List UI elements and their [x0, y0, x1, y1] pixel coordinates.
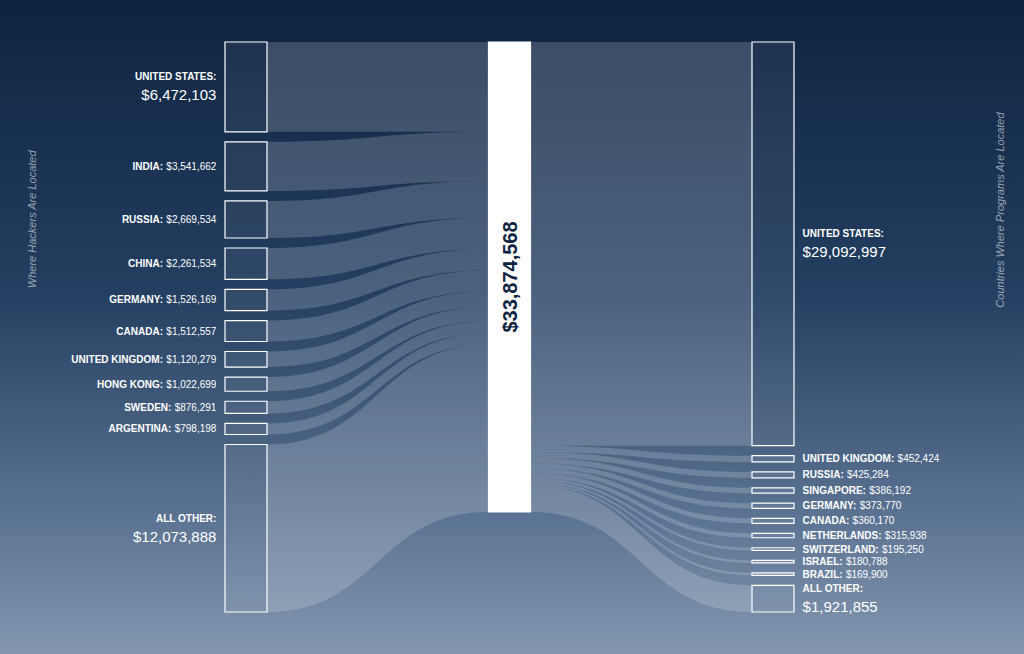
svg-text:$1,022,699: $1,022,699	[166, 379, 216, 390]
svg-text:GERMANY:: GERMANY:	[803, 500, 857, 511]
svg-text:HONG KONG:: HONG KONG:	[97, 379, 163, 390]
svg-text:$1,512,557: $1,512,557	[166, 326, 216, 337]
svg-text:$360,170: $360,170	[853, 515, 895, 526]
svg-text:$386,192: $386,192	[869, 485, 911, 496]
svg-text:$1,120,279: $1,120,279	[166, 354, 216, 365]
svg-text:UNITED KINGDOM:: UNITED KINGDOM:	[803, 453, 895, 464]
svg-text:ARGENTINA:: ARGENTINA:	[109, 423, 172, 434]
svg-text:$195,250: $195,250	[882, 544, 924, 555]
svg-text:SWITZERLAND:: SWITZERLAND:	[803, 544, 879, 555]
svg-text:CHINA:: CHINA:	[128, 258, 163, 269]
svg-text:NETHERLANDS:: NETHERLANDS:	[803, 530, 882, 541]
svg-text:Where Hackers Are Located: Where Hackers Are Located	[26, 150, 38, 289]
svg-text:RUSSIA:: RUSSIA:	[122, 214, 163, 225]
svg-text:$6,472,103: $6,472,103	[141, 86, 216, 103]
svg-text:$33,874,568: $33,874,568	[499, 221, 521, 332]
svg-text:BRAZIL:: BRAZIL:	[803, 569, 843, 580]
svg-text:GERMANY:: GERMANY:	[109, 294, 163, 305]
svg-text:$180,788: $180,788	[846, 556, 888, 567]
svg-text:$373,770: $373,770	[860, 500, 902, 511]
svg-text:UNITED KINGDOM:: UNITED KINGDOM:	[71, 354, 163, 365]
svg-text:INDIA:: INDIA:	[132, 161, 163, 172]
svg-text:Countries Where Programs Are L: Countries Where Programs Are Located	[994, 112, 1006, 308]
svg-text:$425,284: $425,284	[847, 469, 889, 480]
svg-text:RUSSIA:: RUSSIA:	[803, 469, 844, 480]
svg-text:$169,900: $169,900	[846, 569, 888, 580]
svg-text:SWEDEN:: SWEDEN:	[124, 402, 171, 413]
svg-text:$315,938: $315,938	[885, 530, 927, 541]
svg-text:$29,092,997: $29,092,997	[803, 243, 886, 260]
svg-text:SINGAPORE:: SINGAPORE:	[803, 485, 866, 496]
svg-text:UNITED STATES:: UNITED STATES:	[135, 71, 216, 82]
svg-text:ALL OTHER:: ALL OTHER:	[803, 583, 863, 594]
svg-text:$2,261,534: $2,261,534	[166, 258, 216, 269]
svg-text:$2,669,534: $2,669,534	[166, 214, 216, 225]
svg-text:$12,073,888: $12,073,888	[133, 528, 216, 545]
svg-text:$1,921,855: $1,921,855	[803, 598, 878, 615]
svg-text:UNITED STATES:: UNITED STATES:	[803, 228, 884, 239]
svg-text:$3,541,662: $3,541,662	[166, 161, 216, 172]
svg-text:ISRAEL:: ISRAEL:	[803, 556, 843, 567]
svg-text:$798,198: $798,198	[175, 423, 217, 434]
svg-text:CANADA:: CANADA:	[803, 515, 850, 526]
svg-text:ALL OTHER:: ALL OTHER:	[156, 513, 216, 524]
svg-text:$1,526,169: $1,526,169	[166, 294, 216, 305]
svg-text:$876,291: $876,291	[175, 402, 217, 413]
svg-text:CANADA:: CANADA:	[116, 326, 163, 337]
svg-text:$452,424: $452,424	[898, 453, 940, 464]
